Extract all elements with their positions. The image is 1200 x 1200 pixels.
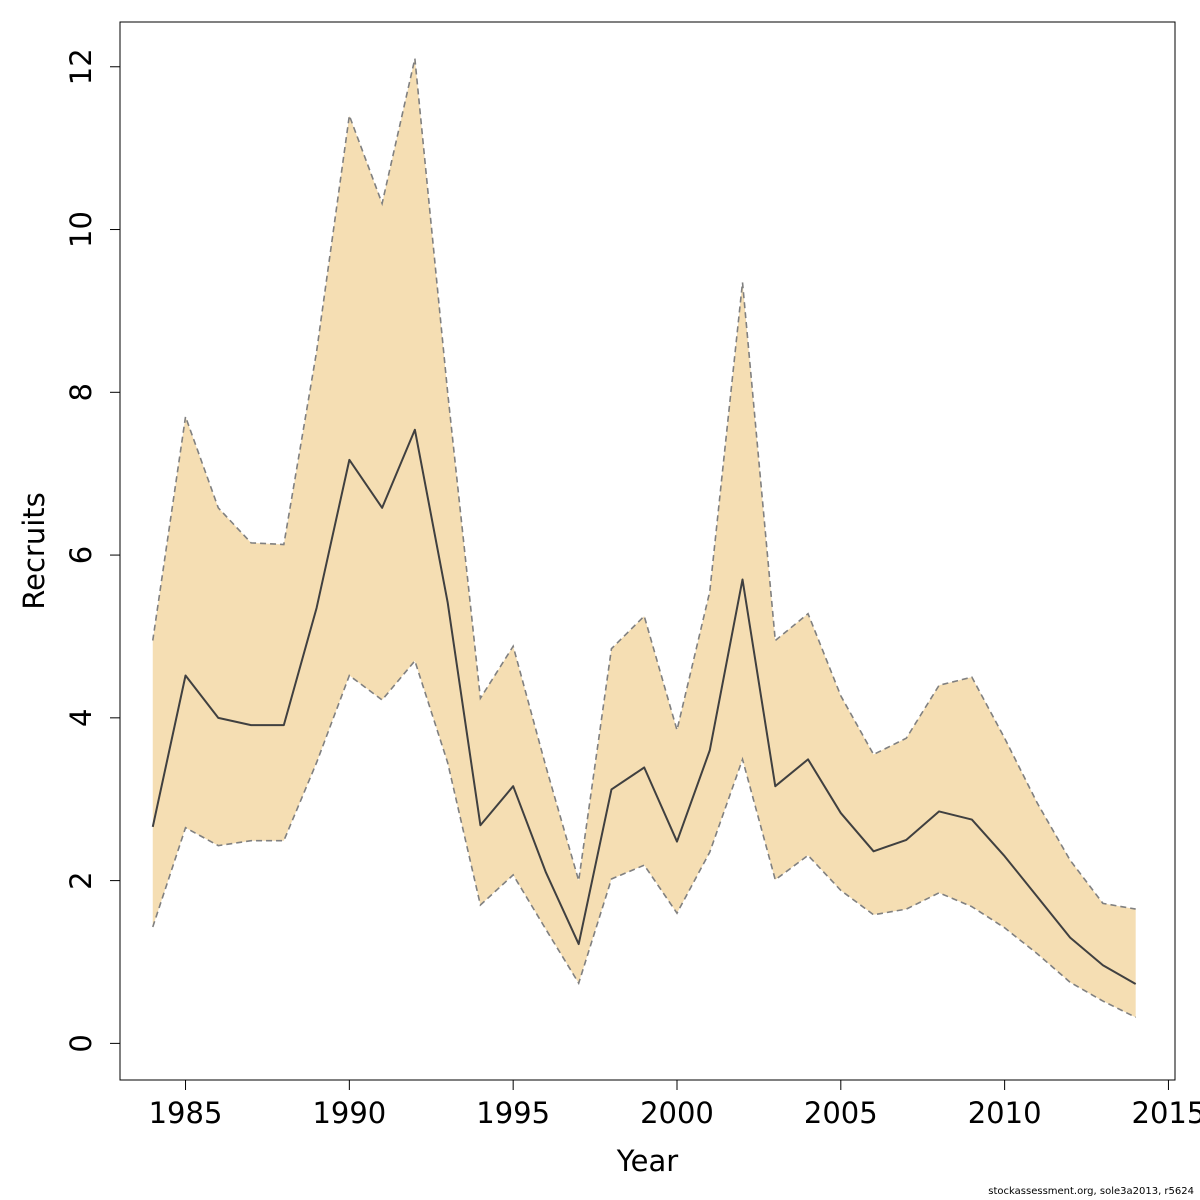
confidence-band-layer bbox=[151, 58, 1137, 1019]
x-axis-title: Year bbox=[616, 1144, 678, 1178]
y-tick-label: 8 bbox=[64, 383, 98, 401]
y-tick-label: 10 bbox=[64, 211, 98, 248]
lower-bound-line bbox=[152, 659, 1137, 1019]
confidence-band bbox=[152, 58, 1136, 1018]
y-tick-label: 0 bbox=[64, 1034, 98, 1052]
x-tick-label: 1990 bbox=[312, 1096, 386, 1130]
x-tick-label: 1995 bbox=[476, 1096, 550, 1130]
y-axis: 0 2 4 6 8 10 12 bbox=[64, 48, 121, 1053]
x-tick-label: 2015 bbox=[1132, 1096, 1200, 1130]
y-axis-title: Recruits bbox=[17, 492, 51, 609]
x-tick-label: 2000 bbox=[640, 1096, 714, 1130]
x-tick-label: 1985 bbox=[149, 1096, 223, 1130]
y-tick-label: 6 bbox=[64, 546, 98, 564]
y-tick-label: 4 bbox=[64, 709, 98, 727]
upper-bound-line bbox=[151, 58, 1136, 910]
y-tick-label: 2 bbox=[64, 871, 98, 889]
credit-text: stockassessment.org, sole3a2013, r5624 bbox=[988, 1186, 1194, 1197]
x-tick-label: 2010 bbox=[968, 1096, 1042, 1130]
y-tick-label: 12 bbox=[64, 48, 98, 85]
x-tick-label: 2005 bbox=[804, 1096, 878, 1130]
estimate-line-layer bbox=[151, 428, 1137, 985]
x-axis: 1985 1990 1995 2000 2005 2010 2015 bbox=[149, 1079, 1200, 1130]
estimate-line bbox=[151, 428, 1137, 985]
